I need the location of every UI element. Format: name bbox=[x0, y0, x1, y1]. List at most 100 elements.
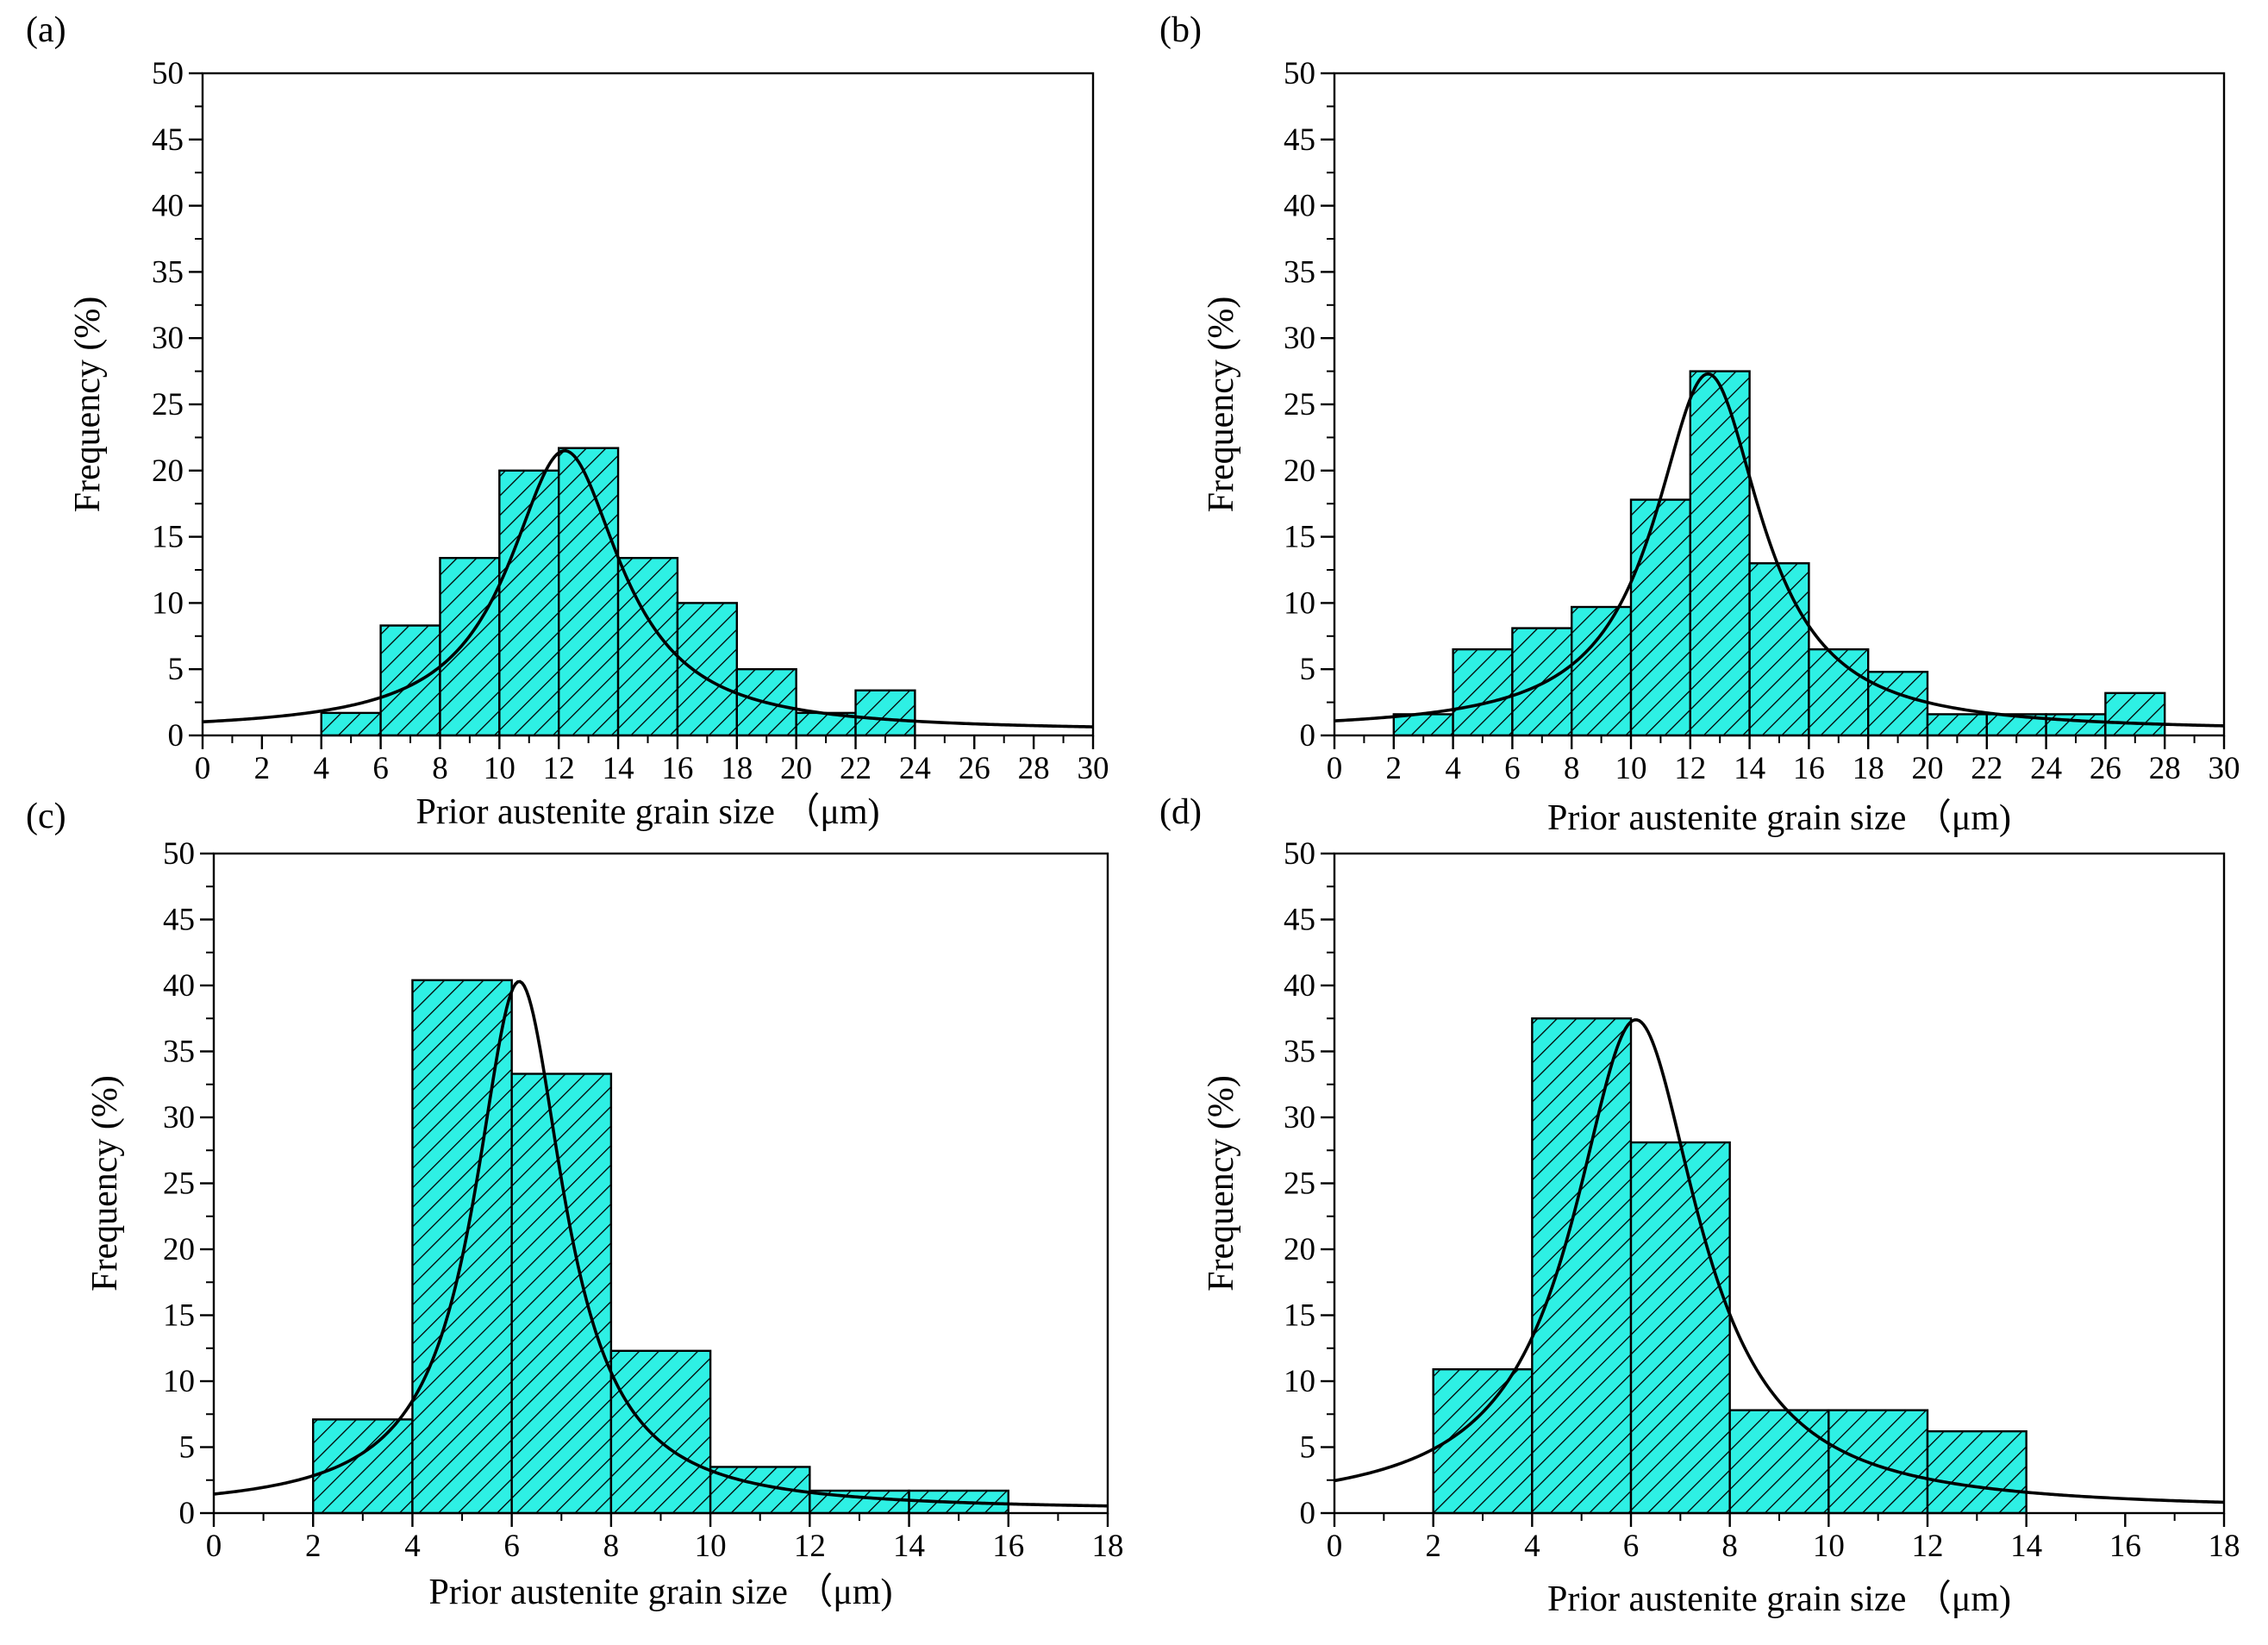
y-tick-label: 30 bbox=[152, 321, 184, 356]
x-tick-label: 20 bbox=[780, 751, 812, 786]
y-tick-label: 35 bbox=[1284, 1035, 1315, 1070]
y-tick-label: 10 bbox=[152, 585, 184, 621]
y-axis-label: Frequency (%) bbox=[1202, 297, 1241, 513]
y-tick-label: 40 bbox=[152, 189, 184, 224]
fit-curve bbox=[1334, 1018, 2225, 1504]
y-tick-label: 5 bbox=[1300, 1430, 1316, 1466]
x-tick-label: 16 bbox=[1793, 751, 1825, 786]
y-tick-label: 40 bbox=[163, 968, 195, 1004]
y-tick-label: 30 bbox=[1284, 321, 1315, 356]
x-tick-label: 26 bbox=[2090, 751, 2121, 786]
bar bbox=[1570, 605, 1633, 737]
y-tick-label: 40 bbox=[1284, 189, 1315, 224]
y-tick-label: 20 bbox=[1284, 453, 1315, 489]
bar bbox=[320, 711, 382, 737]
x-tick-label: 16 bbox=[2109, 1529, 2141, 1564]
x-tick-label: 30 bbox=[1078, 751, 1109, 786]
x-tick-label: 0 bbox=[1327, 1529, 1343, 1564]
x-tick-label: 8 bbox=[1721, 1529, 1738, 1564]
x-tick-label: 16 bbox=[992, 1529, 1024, 1564]
x-tick-label: 30 bbox=[2209, 751, 2240, 786]
x-tick-label: 12 bbox=[794, 1529, 826, 1564]
x-tick-label: 28 bbox=[1018, 751, 1050, 786]
x-tick-label: 4 bbox=[313, 751, 329, 786]
bar bbox=[2045, 713, 2107, 737]
panel-label: (a) bbox=[26, 10, 66, 50]
y-tick-label: 15 bbox=[1284, 1298, 1315, 1334]
x-tick-label: 4 bbox=[404, 1529, 421, 1564]
x-tick-label: 6 bbox=[1623, 1529, 1640, 1564]
bar bbox=[510, 1073, 613, 1515]
x-tick-label: 24 bbox=[899, 751, 931, 786]
fit-curve bbox=[202, 448, 1094, 729]
bar bbox=[1808, 647, 1870, 737]
y-tick-label: 30 bbox=[163, 1100, 195, 1135]
x-tick-label: 18 bbox=[1092, 1529, 1124, 1564]
y-tick-label: 0 bbox=[1300, 1496, 1316, 1531]
x-tick-label: 2 bbox=[305, 1529, 322, 1564]
bar bbox=[676, 602, 739, 737]
y-axis-label: Frequency (%) bbox=[68, 297, 108, 513]
bar bbox=[1452, 647, 1514, 737]
x-tick-label: 16 bbox=[661, 751, 693, 786]
y-tick-label: 25 bbox=[1284, 1167, 1315, 1202]
x-axis-label: Prior austenite grain size （μm) bbox=[415, 792, 879, 832]
x-tick-label: 0 bbox=[206, 1529, 222, 1564]
bar bbox=[1728, 1409, 1830, 1515]
y-tick-label: 5 bbox=[168, 652, 184, 687]
x-tick-label: 14 bbox=[1734, 751, 1765, 786]
y-tick-label: 25 bbox=[1284, 387, 1315, 422]
bar bbox=[1926, 1429, 2027, 1515]
y-tick-label: 0 bbox=[168, 718, 184, 754]
y-tick-label: 20 bbox=[163, 1232, 195, 1267]
x-tick-label: 4 bbox=[1524, 1529, 1540, 1564]
x-tick-label: 10 bbox=[695, 1529, 727, 1564]
x-tick-label: 8 bbox=[603, 1529, 620, 1564]
x-tick-label: 6 bbox=[372, 751, 389, 786]
bar bbox=[558, 447, 620, 737]
x-tick-label: 14 bbox=[893, 1529, 925, 1564]
y-tick-label: 40 bbox=[1284, 968, 1315, 1004]
x-tick-label: 10 bbox=[484, 751, 515, 786]
y-tick-label: 15 bbox=[1284, 520, 1315, 555]
bar bbox=[379, 624, 441, 737]
x-tick-label: 12 bbox=[1674, 751, 1706, 786]
y-tick-label: 35 bbox=[1284, 254, 1315, 290]
x-tick-label: 18 bbox=[2209, 1529, 2240, 1564]
panel-label: (b) bbox=[1159, 10, 1202, 50]
y-axis-label: Frequency (%) bbox=[1202, 1075, 1241, 1292]
y-tick-label: 0 bbox=[179, 1496, 196, 1531]
y-tick-label: 50 bbox=[1284, 56, 1315, 91]
bar bbox=[609, 1349, 712, 1515]
x-tick-label: 10 bbox=[1615, 751, 1647, 786]
x-axis-label: Prior austenite grain size （μm) bbox=[428, 1573, 892, 1612]
x-tick-label: 8 bbox=[432, 751, 448, 786]
panel-label: (d) bbox=[1159, 792, 1202, 832]
y-tick-label: 0 bbox=[1300, 718, 1316, 754]
y-tick-label: 10 bbox=[163, 1364, 195, 1399]
x-tick-label: 2 bbox=[254, 751, 271, 786]
x-tick-label: 6 bbox=[503, 1529, 520, 1564]
y-tick-label: 45 bbox=[163, 903, 195, 938]
x-tick-label: 2 bbox=[1425, 1529, 1441, 1564]
x-tick-label: 28 bbox=[2149, 751, 2181, 786]
x-tick-label: 12 bbox=[543, 751, 575, 786]
bar bbox=[1629, 498, 1692, 737]
x-tick-label: 26 bbox=[959, 751, 990, 786]
x-tick-label: 6 bbox=[1504, 751, 1521, 786]
x-tick-label: 22 bbox=[840, 751, 872, 786]
x-axis-label: Prior austenite grain size （μm) bbox=[1547, 798, 2011, 838]
y-tick-label: 35 bbox=[152, 254, 184, 290]
y-tick-label: 20 bbox=[1284, 1232, 1315, 1267]
y-axis-label: Frequency (%) bbox=[85, 1075, 125, 1292]
x-tick-label: 14 bbox=[2010, 1529, 2042, 1564]
bar bbox=[439, 556, 501, 737]
x-tick-label: 24 bbox=[2030, 751, 2062, 786]
x-tick-label: 0 bbox=[195, 751, 211, 786]
bar bbox=[1531, 1017, 1633, 1515]
y-tick-label: 50 bbox=[152, 56, 184, 91]
y-tick-label: 25 bbox=[163, 1167, 195, 1202]
